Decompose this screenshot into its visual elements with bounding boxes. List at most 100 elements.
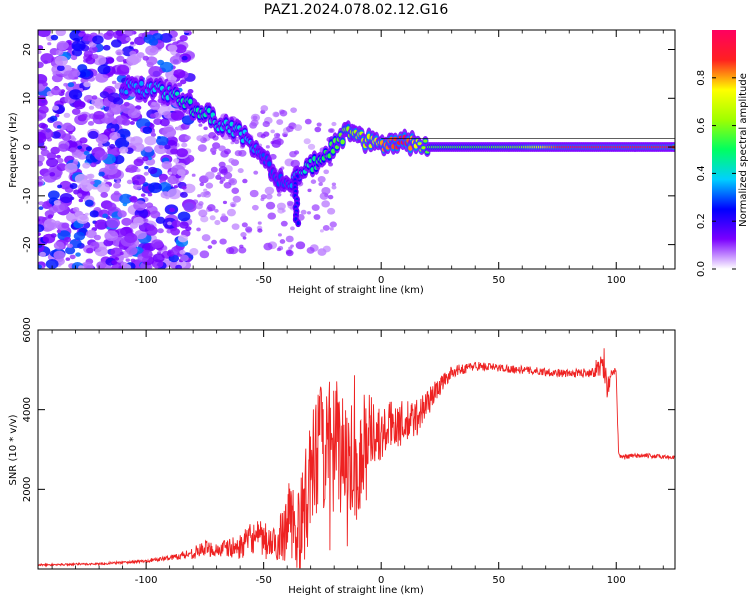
- spectral-noise-blob: [147, 156, 152, 161]
- spectral-noise-blob: [53, 199, 61, 206]
- spectral-noise-blob: [161, 161, 173, 170]
- spectral-noise-blob: [116, 55, 125, 63]
- spectral-noise-blob: [70, 55, 78, 61]
- spectral-noise-blob: [197, 144, 207, 152]
- spectral-noise-blob: [38, 218, 41, 222]
- spectral-noise-blob: [102, 213, 109, 218]
- spectral-noise-blob: [179, 249, 186, 255]
- spectral-noise-blob: [219, 238, 227, 245]
- spectral-noise-blob: [279, 110, 288, 117]
- spectral-noise-blob: [285, 249, 294, 257]
- spectral-noise-blob: [171, 220, 182, 228]
- spectral-noise-blob: [119, 193, 133, 204]
- spectral-noise-blob: [49, 115, 58, 122]
- spectral-noise-blob: [117, 210, 127, 218]
- spectral-noise-blob: [155, 216, 166, 224]
- spectral-noise-blob: [146, 224, 156, 231]
- spectral-noise-blob: [179, 79, 187, 85]
- spectral-noise-blob: [304, 118, 312, 125]
- spectral-noise-blob: [112, 108, 117, 113]
- spectral-noise-blob: [113, 182, 121, 189]
- spectral-noise-blob: [50, 233, 57, 238]
- spectral-noise-blob: [265, 201, 276, 210]
- spectral-noise-blob: [151, 239, 164, 249]
- spectral-noise-blob: [215, 174, 222, 180]
- spectral-noise-blob: [142, 156, 149, 162]
- spectral-noise-blob: [124, 233, 138, 244]
- spectral-noise-blob: [144, 145, 153, 153]
- spectral-noise-blob: [73, 94, 78, 98]
- spectral-noise-blob: [116, 51, 122, 56]
- spectral-noise-blob: [163, 111, 173, 119]
- spectral-noise-blob: [97, 183, 111, 194]
- spectral-noise-blob: [231, 187, 240, 194]
- spectral-noise-blob: [156, 136, 169, 146]
- spectral-noise-blob: [187, 89, 194, 94]
- spectral-noise-blob: [260, 197, 265, 202]
- spectral-noise-blob: [124, 30, 135, 37]
- spectral-noise-blob: [150, 210, 161, 219]
- snr-panel: -100 -50 0 50 100 2000 4000 6000 Height of stra…: [8, 317, 676, 596]
- spectral-noise-blob: [38, 181, 43, 186]
- spectrogram-ylabel: Frequency (Hz): [8, 112, 19, 188]
- spectral-noise-blob: [114, 137, 130, 149]
- spectral-noise-blob: [319, 229, 324, 233]
- spectral-noise-blob: [94, 102, 104, 109]
- spectral-noise-blob: [181, 55, 188, 61]
- spectral-noise-blob: [331, 121, 337, 127]
- x-tick-label: 100: [607, 275, 626, 286]
- spectral-noise-blob: [198, 201, 204, 206]
- spectral-noise-blob: [120, 261, 128, 268]
- spectral-noise-blob: [56, 229, 61, 234]
- spectral-noise-blob: [103, 164, 118, 176]
- spectral-noise-blob: [159, 118, 170, 127]
- spectral-noise-blob: [264, 186, 275, 195]
- spectral-noise-blob: [209, 215, 216, 221]
- spectral-noise-blob: [106, 57, 115, 63]
- ridge-branch-core: [296, 221, 300, 226]
- spectral-noise-blob: [177, 234, 188, 243]
- spectral-noise-blob: [162, 126, 177, 138]
- spectral-noise-blob: [53, 241, 65, 250]
- spectral-noise-blob: [228, 157, 235, 164]
- y-tick-label: 20: [22, 43, 33, 56]
- spectral-noise-blob: [307, 188, 312, 193]
- spectral-noise-blob: [293, 124, 303, 131]
- x-tick-label: 50: [492, 275, 505, 286]
- y-tick-label: 10: [22, 92, 33, 105]
- spectral-noise-blob: [70, 196, 75, 201]
- spectral-noise-blob: [167, 188, 182, 200]
- spectral-noise-blob: [111, 260, 118, 265]
- spectral-noise-blob: [95, 72, 109, 83]
- spectral-noise-blob: [111, 80, 117, 85]
- spectral-noise-blob: [42, 82, 48, 87]
- spectral-noise-blob: [55, 30, 67, 37]
- spectral-noise-blob: [207, 204, 216, 212]
- spectral-noise-blob: [142, 55, 150, 61]
- spectral-noise-blob: [52, 105, 60, 111]
- spectral-noise-blob: [141, 249, 153, 259]
- spectral-noise-blob: [84, 199, 94, 207]
- spectral-noise-blob: [218, 145, 226, 152]
- spectral-noise-blob: [310, 179, 317, 184]
- spectral-noise-blob: [91, 53, 99, 60]
- spectral-noise-blob: [145, 202, 154, 209]
- spectral-noise-blob: [87, 130, 99, 140]
- spectral-noise-blob: [65, 124, 75, 132]
- spectral-noise-blob: [133, 183, 142, 190]
- spectral-noise-blob: [38, 133, 47, 144]
- spectral-noise-blob: [189, 248, 199, 256]
- spectral-noise-blob: [129, 121, 135, 125]
- spectral-noise-blob: [82, 162, 91, 169]
- spectral-noise-blob: [167, 139, 176, 146]
- spectral-noise-blob: [103, 44, 111, 51]
- spectral-noise-blob: [168, 171, 173, 175]
- spectral-noise-blob: [93, 234, 102, 241]
- spectral-noise-blob: [148, 182, 163, 194]
- spectral-noise-blob: [217, 172, 222, 176]
- spectral-noise-blob: [191, 173, 196, 177]
- spectral-noise-blob: [106, 217, 121, 229]
- spectral-noise-blob: [167, 44, 178, 53]
- spectral-noise-blob: [76, 214, 89, 224]
- spectral-noise-blob: [78, 32, 84, 37]
